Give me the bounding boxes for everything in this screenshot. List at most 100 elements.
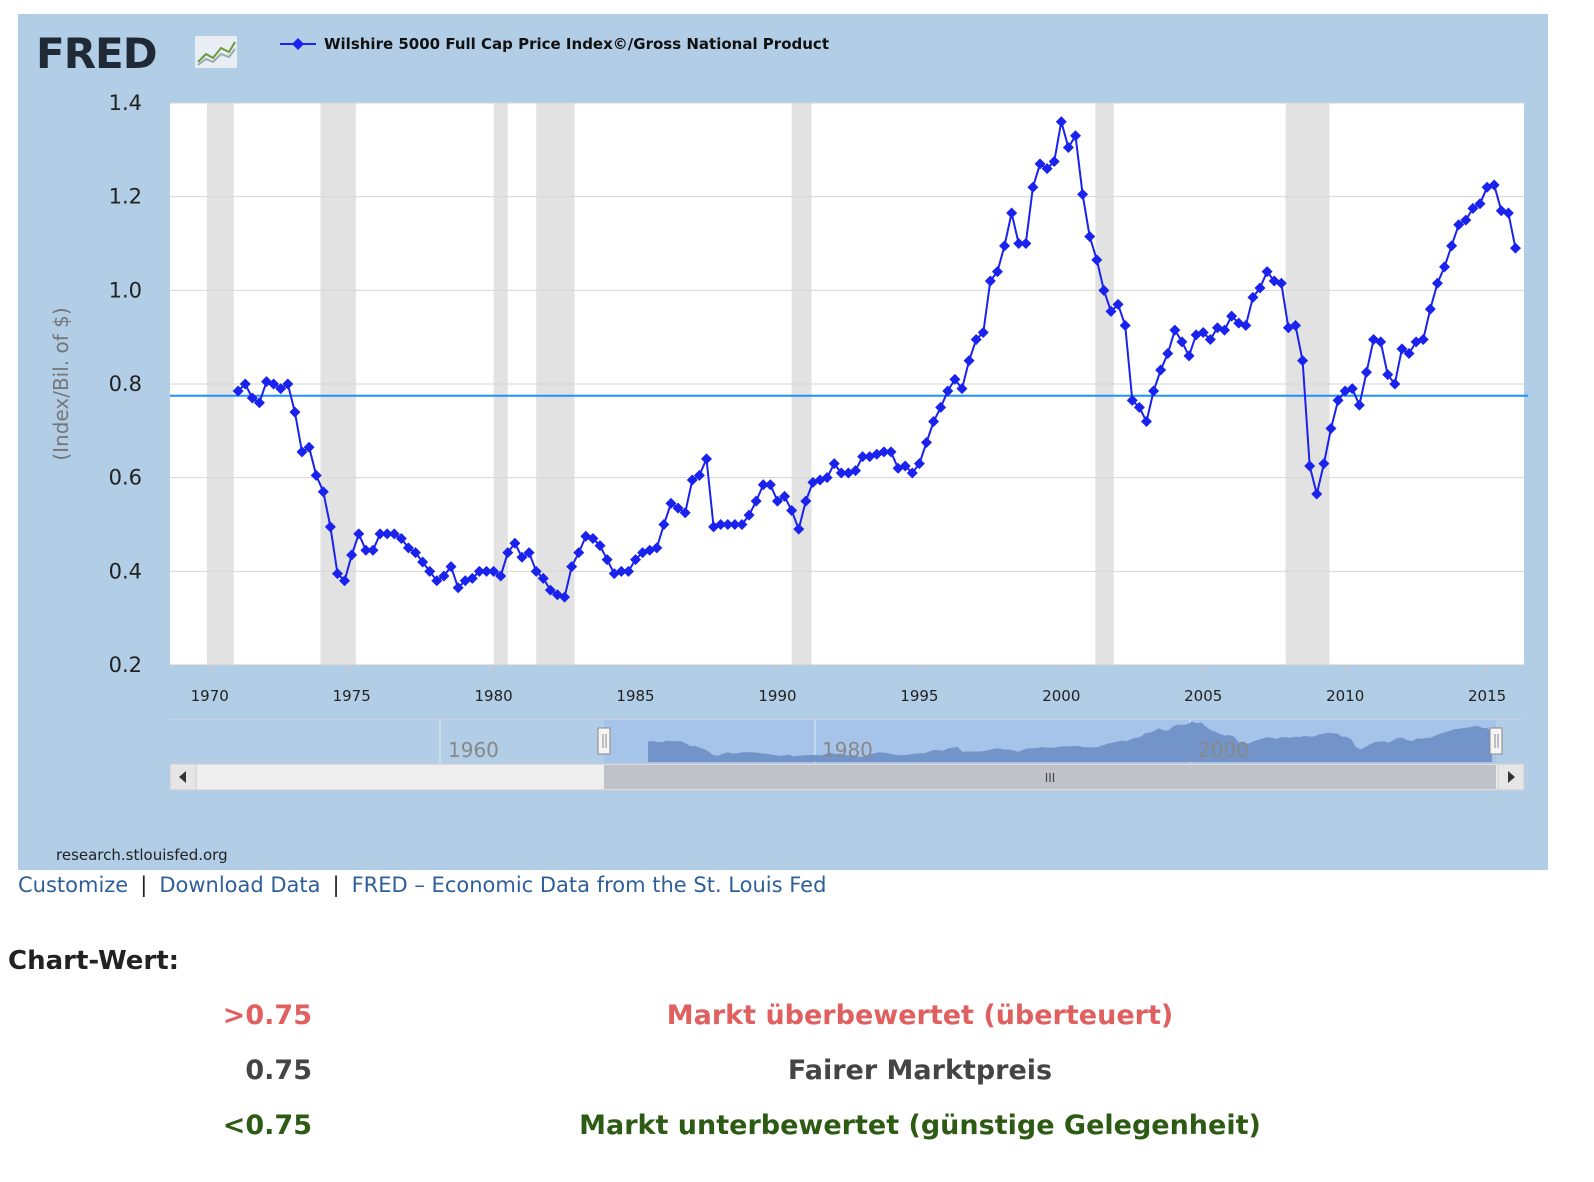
data-point: [1105, 305, 1117, 317]
navigator-year-label: 1980: [822, 738, 873, 762]
data-point: [1077, 188, 1089, 200]
data-point: [935, 401, 947, 413]
data-point: [1247, 291, 1259, 303]
data-point: [899, 460, 911, 472]
arrow-left-icon: [179, 771, 186, 783]
data-point: [431, 575, 443, 587]
data-point: [658, 519, 670, 530]
data-point: [1275, 277, 1287, 289]
data-point: [1176, 336, 1188, 348]
data-point: [303, 441, 315, 453]
data-point: [239, 378, 251, 390]
customize-link[interactable]: Customize: [18, 873, 129, 897]
scroll-left-button[interactable]: [169, 763, 197, 791]
navigator-left-handle[interactable]: [597, 727, 611, 755]
data-point: [913, 458, 925, 470]
chart-svg: FRED Wilshire 5000 Full Cap Price Index©…: [36, 29, 1528, 864]
range-navigator[interactable]: 1960 1980 2000: [170, 719, 1524, 764]
valuation-label: Markt unterbewertet (günstige Gelegenhei…: [579, 1110, 1261, 1141]
x-tick-label: 1995: [900, 687, 938, 705]
x-tick-label: 1980: [475, 687, 513, 705]
data-point: [686, 474, 698, 486]
valuation-threshold: <0.75: [222, 1110, 312, 1141]
data-point: [275, 383, 287, 395]
y-tick-label: 1.0: [109, 278, 142, 302]
y-tick-label: 1.2: [109, 185, 142, 209]
data-point: [1169, 324, 1181, 336]
data-point: [651, 542, 663, 554]
data-point: [410, 547, 422, 559]
fred-logo-text: FRED: [36, 29, 157, 78]
data-point: [374, 528, 386, 540]
data-point: [1048, 156, 1060, 168]
data-point: [1353, 399, 1365, 411]
data-point: [346, 549, 358, 561]
data-point: [388, 528, 400, 540]
x-axis-ticks: 1970 1975 1980 1985 1990 1995 2000 2005 2010 2015: [170, 664, 1524, 705]
data-point: [1155, 364, 1167, 376]
fred-logo[interactable]: FRED: [36, 29, 237, 78]
data-point: [1382, 369, 1394, 381]
valuation-row-overvalued: >0.75 Markt überbewertet (überteuert): [0, 1000, 1594, 1040]
data-point: [736, 519, 748, 530]
data-point: [331, 568, 343, 580]
data-point: [1126, 394, 1138, 406]
data-point: [566, 561, 578, 573]
data-point: [1140, 415, 1152, 427]
data-point: [793, 523, 805, 535]
data-point: [509, 537, 521, 549]
data-point: [1261, 266, 1273, 278]
valuation-row-undervalued: <0.75 Markt unterbewertet (günstige Gele…: [0, 1110, 1594, 1150]
data-point: [1112, 298, 1124, 310]
data-point: [544, 584, 556, 596]
x-tick-label: 1990: [758, 687, 796, 705]
data-point: [771, 495, 783, 507]
navigator-year-label: 1960: [448, 738, 499, 762]
data-point: [559, 591, 571, 603]
data-point: [601, 554, 613, 566]
data-point: [232, 385, 244, 397]
x-tick-label: 2000: [1042, 687, 1080, 705]
data-point: [452, 582, 464, 594]
valuation-row-fair: 0.75 Fairer Marktpreis: [0, 1055, 1594, 1095]
navigator-scrollbar[interactable]: III: [169, 763, 1525, 791]
data-point: [1289, 319, 1301, 331]
navigator-right-handle[interactable]: [1489, 727, 1503, 755]
data-point: [1375, 336, 1387, 348]
chart-links: Customize | Download Data | FRED – Economic …: [18, 873, 826, 897]
data-point: [1013, 238, 1025, 249]
data-point: [367, 544, 379, 556]
valuation-threshold: >0.75: [222, 1000, 312, 1031]
data-point: [495, 570, 507, 582]
data-point: [949, 373, 961, 385]
data-point: [1084, 230, 1096, 242]
data-point: [1197, 326, 1209, 338]
data-point: [253, 397, 265, 409]
data-point: [1360, 366, 1372, 378]
navigator-series-area: [648, 721, 1492, 762]
download-data-link[interactable]: Download Data: [159, 873, 321, 897]
valuation-threshold: 0.75: [245, 1055, 312, 1086]
y-tick-label: 0.4: [109, 559, 142, 583]
scroll-right-button[interactable]: [1497, 763, 1525, 791]
data-point: [828, 458, 840, 470]
data-point: [970, 334, 982, 346]
data-point: [339, 575, 351, 587]
data-point: [1431, 277, 1443, 289]
data-point: [282, 378, 294, 390]
chart-value-heading: Chart-Wert:: [8, 946, 180, 976]
data-point: [1488, 179, 1500, 191]
data-point: [850, 465, 862, 477]
data-point: [1474, 198, 1486, 210]
data-point: [1119, 319, 1131, 331]
data-point: [1204, 334, 1216, 346]
data-point: [963, 355, 975, 367]
scrollbar-thumb[interactable]: [604, 765, 1496, 789]
data-point: [1439, 261, 1451, 273]
data-point: [1509, 242, 1521, 254]
fred-home-link[interactable]: FRED – Economic Data from the St. Louis …: [351, 873, 827, 897]
x-tick-label: 2010: [1326, 687, 1364, 705]
legend[interactable]: Wilshire 5000 Full Cap Price Index©/Gros…: [280, 35, 829, 53]
data-point: [360, 544, 372, 556]
data-point: [1318, 458, 1330, 470]
